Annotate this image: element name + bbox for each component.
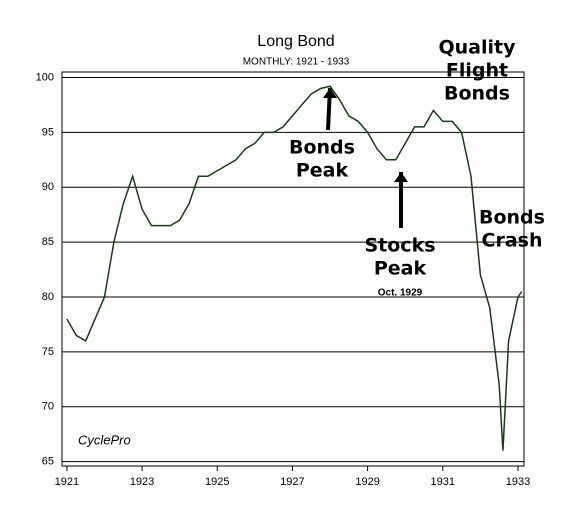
annotation: Oct. 1929 xyxy=(378,288,423,299)
annotation: Peak xyxy=(296,160,349,182)
annotation: Bonds xyxy=(289,137,355,159)
annotation: Bonds xyxy=(444,83,510,105)
annotation: Peak xyxy=(374,258,427,280)
y-tick-label: 75 xyxy=(42,346,54,358)
x-tick-label: 1929 xyxy=(355,476,379,488)
annotation: Flight xyxy=(446,60,508,82)
chart-title: Long Bond xyxy=(257,33,334,50)
y-tick-label: 70 xyxy=(42,401,54,413)
x-tick-label: 1923 xyxy=(130,476,154,488)
annotation: Bonds xyxy=(479,207,545,229)
y-tick-label: 85 xyxy=(42,236,54,248)
x-tick-label: 1931 xyxy=(431,476,455,488)
x-tick-label: 1921 xyxy=(55,476,79,488)
y-tick-label: 90 xyxy=(42,181,54,193)
x-tick-label: 1927 xyxy=(280,476,304,488)
annotation: CyclePro xyxy=(78,432,131,447)
x-tick-label: 1925 xyxy=(205,476,229,488)
plot-frame xyxy=(61,71,525,467)
x-tick-label: 1933 xyxy=(506,476,530,488)
y-tick-label: 80 xyxy=(42,291,54,303)
annotation: Stocks xyxy=(364,235,435,257)
arrow-head xyxy=(394,172,408,182)
annotation: Crash xyxy=(482,230,543,252)
y-tick-label: 95 xyxy=(42,126,54,138)
annotation: Quality xyxy=(439,37,517,59)
chart-subtitle: MONTHLY: 1921 - 1933 xyxy=(243,57,350,68)
arrow-head xyxy=(323,88,337,98)
y-tick-label: 65 xyxy=(42,456,54,468)
y-tick-label: 100 xyxy=(36,71,54,83)
series-line xyxy=(66,85,523,451)
